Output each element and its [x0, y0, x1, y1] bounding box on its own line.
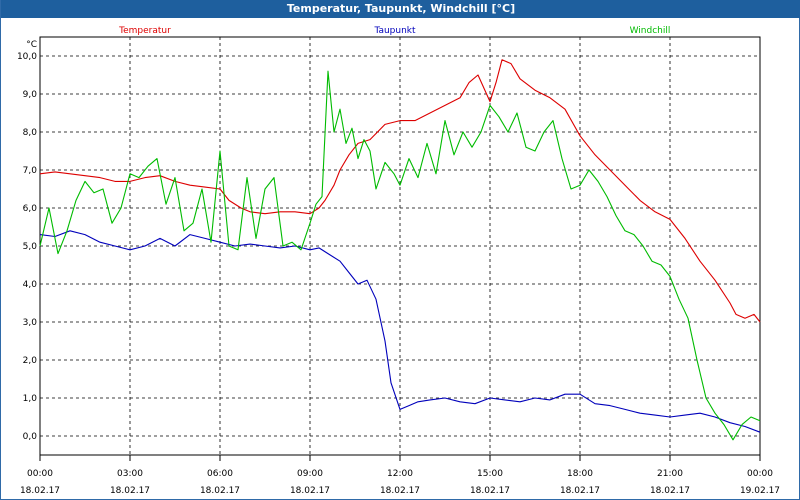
- x-tick-time-label: 06:00: [207, 469, 233, 479]
- x-tick-date-label: 18.02.17: [20, 486, 60, 496]
- x-tick-time-label: 00:00: [27, 469, 53, 479]
- x-tick-date-label: 18.02.17: [560, 486, 600, 496]
- x-tick-date-label: 18.02.17: [200, 486, 240, 496]
- x-tick-date-label: 18.02.17: [470, 486, 510, 496]
- x-tick-time-label: 00:00: [747, 469, 773, 479]
- y-unit-label: °C: [26, 40, 37, 50]
- series-line-windchill: [39, 70, 761, 441]
- x-tick-date-label: 18.02.17: [110, 486, 150, 496]
- x-tick-time-label: 18:00: [567, 469, 593, 479]
- window-title: Temperatur, Taupunkt, Windchill [°C]: [1, 0, 800, 18]
- legend-temperatur: Temperatur: [118, 26, 171, 36]
- series-line-temperatur: [39, 59, 761, 323]
- x-tick-time-label: 03:00: [117, 469, 143, 479]
- legend-taupunkt: Taupunkt: [373, 26, 416, 36]
- y-tick-label: 10,0: [17, 52, 37, 62]
- x-tick-time-label: 21:00: [657, 469, 683, 479]
- x-tick-time-label: 15:00: [477, 469, 503, 479]
- x-tick-time-label: 12:00: [387, 469, 413, 479]
- x-tick-date-label: 18.02.17: [290, 486, 330, 496]
- y-tick-label: 6,0: [23, 204, 38, 214]
- y-tick-label: 0,0: [23, 432, 38, 442]
- x-tick-date-label: 18.02.17: [650, 486, 690, 496]
- y-tick-label: 7,0: [23, 166, 38, 176]
- series-line-taupunkt: [39, 230, 761, 433]
- x-tick-date-label: 19.02.17: [740, 486, 780, 496]
- y-tick-label: 8,0: [23, 128, 38, 138]
- y-tick-label: 5,0: [23, 242, 38, 252]
- legend-windchill: Windchill: [630, 26, 671, 36]
- y-tick-label: 9,0: [23, 90, 38, 100]
- y-tick-label: 1,0: [23, 394, 38, 404]
- y-tick-label: 2,0: [23, 356, 38, 366]
- x-tick-time-label: 09:00: [297, 469, 323, 479]
- y-tick-label: 4,0: [23, 280, 38, 290]
- y-tick-label: 3,0: [23, 318, 38, 328]
- x-tick-date-label: 18.02.17: [380, 486, 420, 496]
